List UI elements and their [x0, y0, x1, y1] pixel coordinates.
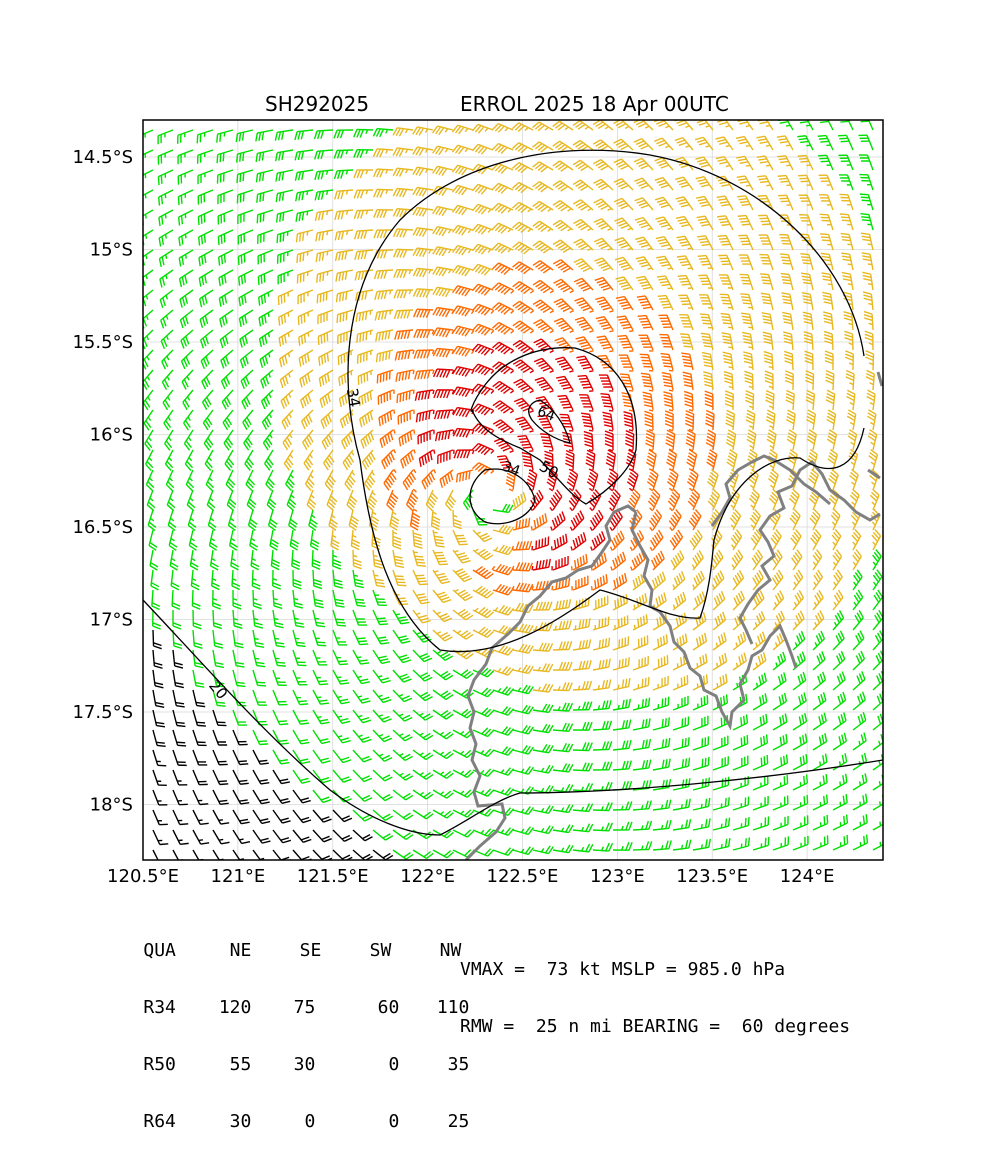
header-cell: SE: [251, 941, 321, 960]
summary-rmw-bearing: RMW = 25 n mi BEARING = 60 degrees: [460, 1017, 850, 1036]
summary-vmax-mslp: VMAX = 73 kt MSLP = 985.0 hPa: [460, 960, 850, 979]
radii-cell: 0: [251, 1112, 315, 1131]
header-cell: NW: [391, 941, 461, 960]
radii-cell: 0: [315, 1055, 399, 1074]
radii-cell: 110: [399, 998, 469, 1017]
lat-tick-label: 17.5°S: [72, 702, 133, 723]
radii-cell: 120: [187, 998, 251, 1017]
radii-cell: 0: [315, 1112, 399, 1131]
lon-tick-label: 123°E: [590, 866, 645, 887]
header-cell: NE: [187, 941, 251, 960]
radii-cell: 35: [399, 1055, 469, 1074]
lon-tick-label: 122.5°E: [487, 866, 559, 887]
lat-tick-label: 17°S: [90, 610, 133, 631]
lat-tick-label: 16.5°S: [72, 517, 133, 538]
radii-cell: 30: [187, 1112, 251, 1131]
radii-cell: R64: [143, 1112, 187, 1131]
lat-tick-label: 15.5°S: [72, 332, 133, 353]
radii-cell: 25: [399, 1112, 469, 1131]
storm-summary: VMAX = 73 kt MSLP = 985.0 hPa RMW = 25 n…: [460, 922, 850, 1055]
radii-cell: R34: [143, 998, 187, 1017]
lat-tick-label: 18°S: [90, 795, 133, 816]
radii-cell: 75: [251, 998, 315, 1017]
lon-tick-label: 123.5°E: [676, 866, 748, 887]
lon-tick-label: 124°E: [780, 866, 835, 887]
lat-tick-label: 14.5°S: [72, 147, 133, 168]
header-cell: SW: [321, 941, 391, 960]
contour-label: 34: [343, 387, 364, 409]
radii-cell: R50: [143, 1055, 187, 1074]
radii-cell: 60: [315, 998, 399, 1017]
radii-cell: 30: [251, 1055, 315, 1074]
lat-tick-label: 15°S: [90, 240, 133, 261]
lat-tick-label: 16°S: [90, 425, 133, 446]
header-cell: QUA: [143, 941, 187, 960]
radii-cell: 55: [187, 1055, 251, 1074]
